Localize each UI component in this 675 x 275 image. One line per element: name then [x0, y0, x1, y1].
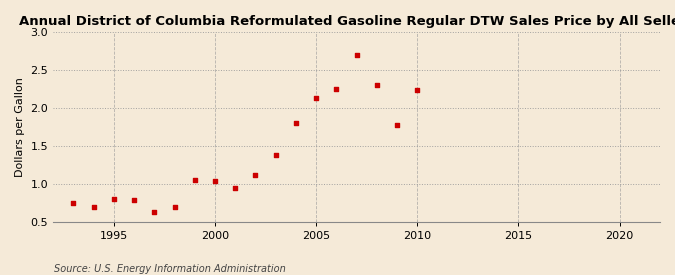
Point: [371, 83, 382, 87]
Point: [310, 96, 321, 100]
Point: [210, 179, 221, 184]
Point: [169, 204, 180, 209]
Point: [392, 123, 402, 128]
Point: [129, 198, 140, 203]
Point: [331, 87, 342, 91]
Y-axis label: Dollars per Gallon: Dollars per Gallon: [15, 77, 25, 177]
Point: [351, 53, 362, 57]
Title: Annual District of Columbia Reformulated Gasoline Regular DTW Sales Price by All: Annual District of Columbia Reformulated…: [19, 15, 675, 28]
Point: [88, 204, 99, 209]
Point: [290, 121, 301, 125]
Point: [230, 186, 240, 191]
Point: [270, 153, 281, 157]
Point: [68, 200, 79, 205]
Point: [412, 88, 423, 93]
Point: [250, 173, 261, 178]
Point: [190, 178, 200, 182]
Text: Source: U.S. Energy Information Administration: Source: U.S. Energy Information Administ…: [54, 264, 286, 274]
Point: [149, 210, 160, 214]
Point: [109, 197, 119, 201]
